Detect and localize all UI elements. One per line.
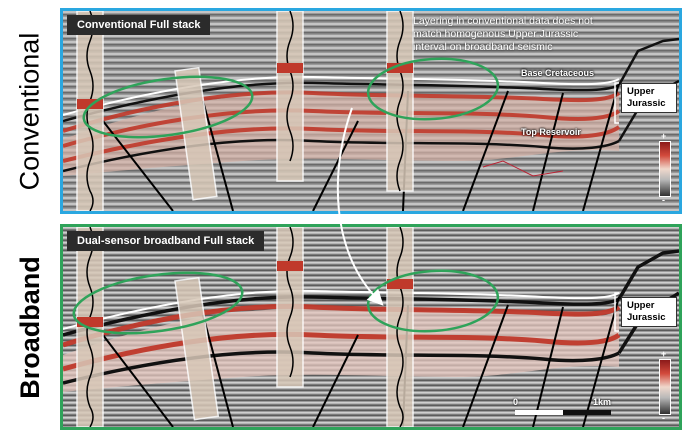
conventional-side-label: Conventional	[0, 8, 60, 214]
well-log-strip	[76, 11, 104, 211]
scale-bar-white	[515, 410, 563, 415]
well-log-strips	[76, 227, 414, 427]
scale-zero-label: 0	[513, 397, 519, 407]
red-reflectors	[63, 303, 621, 372]
colorbar-minus-top: -	[662, 195, 665, 205]
highlight-ellipses	[82, 57, 500, 139]
well-log-strip	[276, 11, 304, 182]
conventional-panel: Conventional Full stack Layering in conv…	[60, 8, 682, 214]
green-ellipse	[366, 57, 500, 121]
upper-jurassic-bracket	[614, 292, 619, 332]
well-log-strip	[276, 227, 304, 388]
broadband-side-label: Broadband	[0, 224, 60, 430]
colorbar-minus-bottom: -	[662, 413, 665, 423]
colorbar-plus-bottom: +	[661, 349, 667, 359]
broadband-side-label-text: Broadband	[14, 255, 45, 399]
conventional-side-label-text: Conventional	[14, 32, 45, 190]
white-horizon	[63, 75, 620, 116]
well-log-strip	[174, 66, 218, 201]
amplitude-colorbar-top	[659, 141, 671, 197]
scale-bar	[515, 410, 611, 415]
broadband-seismic-section	[63, 227, 679, 427]
amplitude-colorbar-bottom	[659, 359, 671, 415]
green-ellipse	[82, 75, 254, 139]
upper-jurassic-bracket	[614, 82, 619, 124]
base-cretaceous-label: Base Cretaceous	[521, 68, 595, 78]
well-log-strip	[174, 276, 220, 421]
broadband-title: Dual-sensor broadband Full stack	[67, 231, 265, 251]
conventional-title: Conventional Full stack	[67, 15, 211, 35]
colorbar-plus-top: +	[661, 131, 667, 141]
upper-jurassic-label-bottom: Upper Jurassic	[621, 297, 677, 327]
green-ellipse	[72, 271, 244, 335]
upper-jurassic-label-top: Upper Jurassic	[621, 83, 677, 113]
scale-km-label: 1km	[593, 397, 612, 407]
broadband-panel: Dual-sensor broadband Full stack Upper J…	[60, 224, 682, 430]
red-reflectors	[63, 90, 621, 163]
top-reservoir-label: Top Reservoir	[521, 127, 581, 137]
red-trace	[482, 160, 564, 177]
well-log-strips	[76, 11, 414, 211]
conventional-note: Layering in conventional data does not m…	[413, 15, 593, 53]
scale-bar-black	[563, 410, 611, 415]
